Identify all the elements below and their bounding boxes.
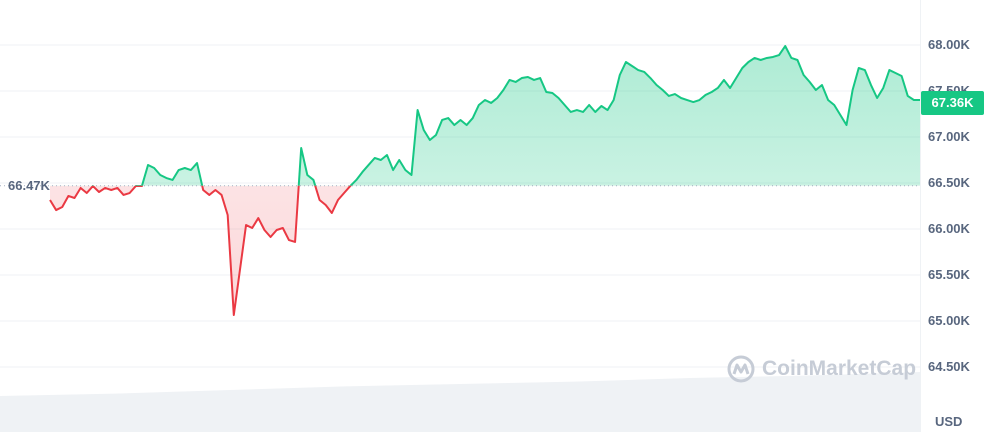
y-tick-label: 68.00K xyxy=(928,37,970,52)
area-above-baseline xyxy=(141,46,920,186)
baseline-label: 66.47K xyxy=(8,178,50,193)
y-tick-label: 66.50K xyxy=(928,175,970,190)
current-price-tag: 67.36K xyxy=(921,91,984,115)
watermark-text: CoinMarketCap xyxy=(762,357,917,380)
y-tick-label: 65.50K xyxy=(928,267,970,282)
y-tick-label: 64.50K xyxy=(928,359,970,374)
price-line-up xyxy=(91,45,920,186)
y-tick-label: 65.00K xyxy=(928,313,970,328)
area-below-baseline xyxy=(50,185,920,316)
volume-area xyxy=(0,372,920,432)
currency-label: USD xyxy=(935,414,963,429)
coinmarketcap-logo-icon xyxy=(727,355,755,383)
watermark: CoinMarketCap xyxy=(726,354,916,384)
y-tick-label: 67.00K xyxy=(928,129,970,144)
y-tick-label: 66.00K xyxy=(928,221,970,236)
